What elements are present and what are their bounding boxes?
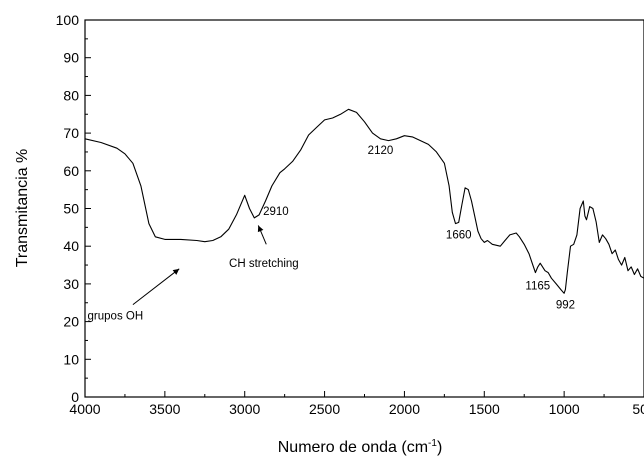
y-tick-label: 70	[63, 125, 79, 141]
x-axis-title: Numero de onda (cm-1)	[278, 438, 443, 456]
plot-area-frame	[84, 19, 644, 398]
x-tick-label: 2000	[389, 401, 420, 417]
y-tick-label: 100	[56, 12, 80, 28]
x-tick-label: 4000	[69, 401, 100, 417]
y-tick-label: 50	[63, 201, 79, 217]
x-tick-label: 3000	[229, 401, 260, 417]
x-tick-label: 3500	[149, 401, 180, 417]
annotation-label: 2910	[263, 206, 289, 218]
annotation-label: 1165	[525, 281, 550, 293]
ch-stretching-arrow-head	[257, 225, 264, 233]
y-tick-label: 60	[63, 163, 79, 179]
y-axis-title: Transmitancia %	[14, 149, 31, 268]
annotation-label: CH stretching	[229, 258, 299, 270]
grupos-oh-arrow	[132, 268, 180, 306]
y-tick-label: 20	[63, 314, 79, 330]
y-tick-label: 10	[63, 351, 79, 367]
y-tick-label: 90	[63, 50, 79, 66]
grupos-oh-arrow-head	[172, 268, 180, 275]
y-tick-label: 0	[71, 389, 79, 405]
annotation-label: 992	[556, 299, 575, 311]
y-tick-label: 80	[63, 87, 79, 103]
y-tick-label: 40	[63, 238, 79, 254]
x-tick-label: 500	[632, 401, 644, 417]
y-tick-label: 30	[63, 276, 79, 292]
annotation-label: 1660	[446, 230, 472, 242]
annotation-label: grupos OH	[88, 311, 144, 323]
x-tick-label: 1500	[469, 401, 500, 417]
transmittance-series-line	[84, 108, 644, 294]
x-tick-label: 1000	[549, 401, 580, 417]
annotations: 2910 CH stretching 2120 1660 1165 992 grupos O…	[88, 145, 575, 323]
annotation-label: 2120	[368, 145, 394, 157]
axis-ticks: 4000 3500 3000 2500 2000 1500 1000 500 0 10 20 30 40…	[56, 12, 644, 417]
x-tick-label: 2500	[309, 401, 340, 417]
